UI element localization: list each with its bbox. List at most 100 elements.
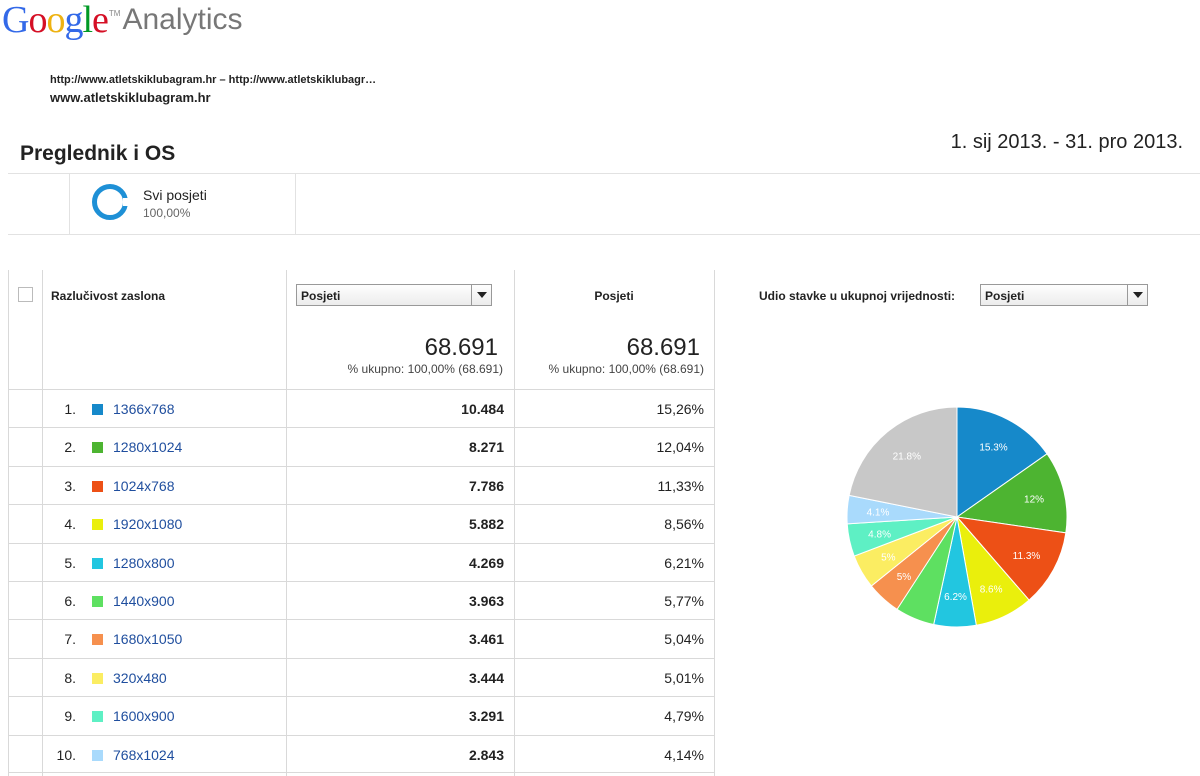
table-row: 8. 320x480 3.444 5,01%	[8, 657, 714, 696]
property-url: http://www.atletskiklubagram.hr – http:/…	[50, 74, 377, 86]
share-pie-chart: 15.3% 12% 11.3% 8.6% 6.2% 5%5% 4.8% 4.1% 21.8%	[846, 406, 1068, 628]
pie-slice-label: 4.8%	[868, 530, 891, 541]
row-dimension-link[interactable]: 1920x1080	[113, 516, 183, 533]
page-title: Preglednik i OS	[20, 142, 176, 165]
segment-label: Svi posjeti	[143, 187, 207, 203]
total-visits-sub: % ukupno: 100,00% (68.691)	[347, 362, 503, 376]
chevron-down-icon	[471, 285, 491, 305]
row-dimension-link[interactable]: 768x1024	[113, 746, 175, 763]
row-dimension-link[interactable]: 1024x768	[113, 477, 175, 494]
share-select-value: Posjeti	[985, 289, 1025, 303]
metric-select-value: Posjeti	[301, 289, 341, 303]
row-index: 5.	[64, 554, 76, 571]
row-visits: 8.271	[468, 439, 504, 456]
row-color-swatch	[92, 672, 103, 684]
row-index: 3.	[64, 477, 76, 494]
row-color-swatch	[92, 749, 103, 761]
row-percent: 12,04%	[656, 439, 704, 456]
total-visits-2-sub: % ukupno: 100,00% (68.691)	[548, 362, 704, 376]
row-percent: 11,33%	[657, 477, 704, 494]
row-color-swatch	[92, 557, 103, 569]
pie-slice-label: 8.6%	[980, 584, 1003, 595]
google-wordmark: Google	[2, 0, 109, 41]
table-row: 4. 1920x1080 5.882 8,56%	[8, 504, 714, 542]
row-index: 7.	[64, 631, 76, 648]
row-dimension-link[interactable]: 1280x800	[113, 554, 175, 571]
row-dimension-link[interactable]: 1440x900	[113, 592, 175, 609]
share-label: Udio stavke u ukupnoj vrijednosti:	[759, 289, 956, 303]
row-color-swatch	[92, 519, 103, 531]
property-name: www.atletskiklubagram.hr	[50, 90, 211, 105]
select-all-checkbox[interactable]	[18, 287, 33, 302]
row-dimension-link[interactable]: 1600x900	[113, 708, 175, 725]
pie-slice[interactable]	[848, 406, 958, 518]
row-percent: 6,21%	[664, 554, 704, 571]
row-index: 10.	[56, 746, 76, 763]
segment-bar: Svi posjeti 100,00%	[8, 173, 1200, 235]
row-dimension-link[interactable]: 320x480	[113, 669, 167, 686]
row-visits: 3.291	[468, 708, 504, 725]
table-row: 9. 1600x900 3.291 4,79%	[8, 696, 714, 734]
pie-slice-label: 15.3%	[979, 443, 1007, 454]
row-percent: 15,26%	[656, 401, 704, 417]
row-index: 8.	[64, 669, 76, 686]
row-visits: 3.461	[468, 631, 504, 648]
row-color-swatch	[92, 595, 103, 607]
table-row: 1. 1366x768 10.484 15,26%	[8, 389, 714, 427]
table-row: 7. 1680x1050 3.461 5,04%	[8, 619, 714, 657]
row-index: 1.	[64, 401, 76, 417]
pie-slice-label: 5%	[897, 572, 912, 583]
pie-slice-label: 4.1%	[867, 508, 890, 519]
row-visits: 3.444	[468, 669, 504, 686]
row-color-swatch	[92, 404, 103, 415]
share-select[interactable]: Posjeti	[980, 284, 1148, 306]
date-range[interactable]: 1. sij 2013. - 31. pro 2013.	[950, 131, 1183, 153]
trademark: TM	[108, 9, 121, 18]
row-color-swatch	[92, 480, 103, 492]
segment-all-visits[interactable]: Svi posjeti 100,00%	[69, 174, 296, 234]
pie-slice-label: 12%	[1024, 495, 1044, 506]
metric-select[interactable]: Posjeti	[296, 284, 492, 306]
google-analytics-logo: Google TM Analytics	[2, 0, 243, 40]
row-percent: 4,79%	[664, 708, 704, 725]
report-table: Razlučivost zaslona Posjeti Posjeti Udio…	[8, 270, 1200, 776]
row-color-swatch	[92, 711, 103, 723]
pie-slice[interactable]	[956, 406, 1048, 518]
metric2-header[interactable]: Posjeti	[594, 289, 634, 303]
row-visits: 5.882	[468, 516, 504, 533]
row-index: 4.	[64, 516, 76, 533]
row-visits: 3.963	[468, 592, 504, 609]
pie-slice-label: 5%	[881, 552, 896, 563]
row-color-swatch	[92, 634, 103, 646]
analytics-wordmark: Analytics	[122, 3, 243, 36]
pie-slice[interactable]	[955, 516, 1067, 601]
pie-slice[interactable]	[955, 453, 1068, 534]
row-index: 6.	[64, 592, 76, 609]
row-dimension-link[interactable]: 1280x1024	[113, 439, 183, 456]
row-percent: 5,77%	[664, 592, 704, 609]
row-percent: 4,14%	[664, 746, 704, 763]
table-row: 5. 1280x800 4.269 6,21%	[8, 542, 714, 581]
row-visits: 2.843	[468, 746, 504, 763]
row-dimension-link[interactable]: 1680x1050	[113, 631, 183, 648]
row-percent: 5,01%	[664, 669, 704, 686]
row-color-swatch	[92, 442, 103, 454]
row-index: 2.	[64, 439, 76, 456]
row-visits: 4.269	[468, 554, 504, 571]
row-percent: 5,04%	[664, 631, 704, 648]
chevron-down-icon	[1127, 285, 1147, 305]
total-visits: 68.691	[424, 334, 498, 361]
dimension-header[interactable]: Razlučivost zaslona	[51, 289, 166, 303]
table-row: 10. 768x1024 2.843 4,14%	[8, 734, 714, 773]
total-visits-2: 68.691	[626, 334, 700, 361]
table-row: 3. 1024x768 7.786 11,33%	[8, 465, 714, 504]
row-dimension-link[interactable]: 1366x768	[113, 401, 175, 417]
row-index: 9.	[64, 708, 76, 725]
pie-slice-label: 11.3%	[1013, 551, 1041, 562]
row-visits: 10.484	[461, 401, 504, 417]
row-visits: 7.786	[468, 477, 504, 494]
segment-percent: 100,00%	[143, 206, 191, 220]
pie-slice-label: 21.8%	[893, 452, 921, 463]
segment-ring-icon	[92, 184, 129, 220]
table-row: 2. 1280x1024 8.271 12,04%	[8, 427, 714, 465]
